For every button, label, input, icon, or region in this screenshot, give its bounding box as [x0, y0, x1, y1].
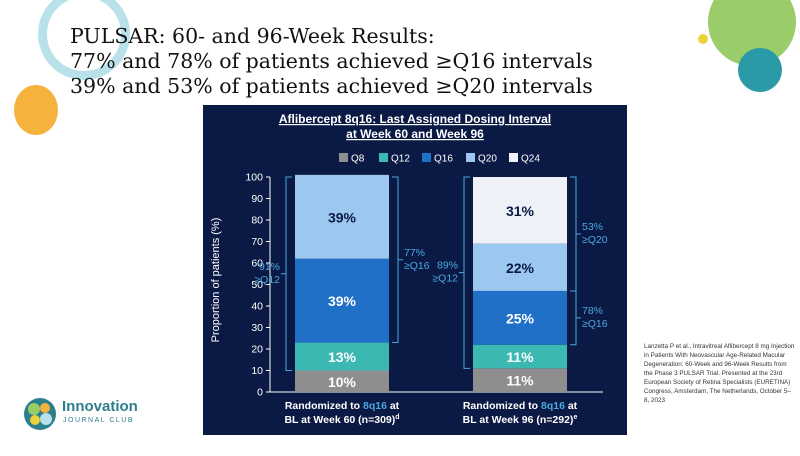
legend-swatch: [509, 153, 518, 162]
x-category-label-line: Randomized to 8q16 at: [463, 400, 578, 412]
y-tick-label: 70: [251, 236, 263, 248]
bracket-interval-label: ≥Q16: [404, 260, 430, 272]
legend-label: Q20: [478, 154, 497, 165]
x-category-label-line: BL at Week 60 (n=309)d: [284, 414, 399, 426]
legend-label: Q24: [521, 154, 540, 165]
chart-legend: Q8 Q12 Q16 Q20 Q24: [339, 153, 540, 165]
y-tick-label: 100: [245, 172, 263, 184]
bar-group: 10% 13% 39% 39% 11% 11% 25% 22% 31%: [295, 175, 567, 392]
bracket-percent-label: 89%: [437, 260, 458, 272]
bracket-interval-label: ≥Q20: [582, 234, 608, 246]
data-label: 39%: [328, 209, 357, 225]
chart-title-line: at Week 60 and Week 96: [346, 127, 484, 141]
y-tick-label: 30: [251, 322, 263, 334]
legend-swatch: [379, 153, 388, 162]
stacked-bar-chart: Aflibercept 8q16: Last Assigned Dosing I…: [203, 105, 627, 435]
bracket: [570, 177, 581, 291]
x-axis-labels: Randomized to 8q16 at BL at Week 60 (n=30…: [284, 400, 577, 426]
decorative-orange-circle: [14, 85, 58, 135]
data-label: 39%: [328, 293, 357, 309]
slide-title-line: 39% and 53% of patients achieved ≥Q20 in…: [70, 74, 670, 99]
bracket-interval-label: ≥Q12: [432, 273, 458, 285]
logo-name: Innovation: [62, 398, 138, 415]
data-label: 22%: [506, 260, 535, 276]
legend-label: Q8: [351, 154, 365, 165]
slide-title-line: PULSAR: 60- and 96-Week Results:: [70, 24, 670, 49]
logo-subtitle: JOURNAL CLUB: [63, 417, 134, 424]
x-category-label-line: Randomized to 8q16 at: [285, 400, 400, 412]
data-label: 10%: [328, 374, 357, 390]
data-label: 11%: [506, 349, 534, 365]
data-label: 31%: [506, 203, 535, 219]
x-category-label-line: BL at Week 96 (n=292)e: [463, 414, 578, 426]
legend-swatch: [466, 153, 475, 162]
bracket: [459, 177, 470, 368]
data-label: 11%: [506, 373, 534, 389]
legend-label: Q16: [434, 154, 453, 165]
y-tick-label: 40: [251, 301, 263, 313]
y-tick-label: 90: [251, 193, 263, 205]
chart-title-line: Aflibercept 8q16: Last Assigned Dosing I…: [279, 112, 551, 126]
data-label: 13%: [328, 349, 357, 365]
slide-title: PULSAR: 60- and 96-Week Results: 77% and…: [70, 24, 670, 99]
y-tick-label: 20: [251, 344, 263, 356]
y-tick-label: 0: [257, 387, 263, 399]
y-tick-label: 10: [251, 365, 263, 377]
logo: Innovation JOURNAL CLUB: [22, 394, 172, 434]
data-label: 25%: [506, 310, 535, 326]
decorative-yellow-dot: [698, 34, 708, 44]
y-axis-label: Proportion of patients (%): [210, 218, 222, 343]
legend-label: Q12: [391, 154, 410, 165]
slide-title-line: 77% and 78% of patients achieved ≥Q16 in…: [70, 49, 670, 74]
bracket-percent-label: 77%: [404, 247, 425, 259]
legend-swatch: [422, 153, 431, 162]
decorative-teal-circle: [738, 48, 782, 92]
bracket-interval-label: ≥Q12: [254, 274, 280, 286]
chart-panel: Aflibercept 8q16: Last Assigned Dosing I…: [203, 105, 627, 435]
citation-text: Lanzetta P et al., Intravitreal Afliberc…: [644, 342, 796, 405]
bracket-interval-label: ≥Q16: [582, 318, 608, 330]
legend-swatch: [339, 153, 348, 162]
bracket: [392, 177, 403, 343]
bracket-percent-label: 78%: [582, 305, 603, 317]
bracket: [281, 177, 292, 371]
bracket-percent-label: 91%: [259, 261, 280, 273]
bracket-percent-label: 53%: [582, 221, 603, 233]
bracket: [570, 291, 581, 345]
logo-icon: [22, 396, 58, 432]
y-tick-label: 80: [251, 215, 263, 227]
